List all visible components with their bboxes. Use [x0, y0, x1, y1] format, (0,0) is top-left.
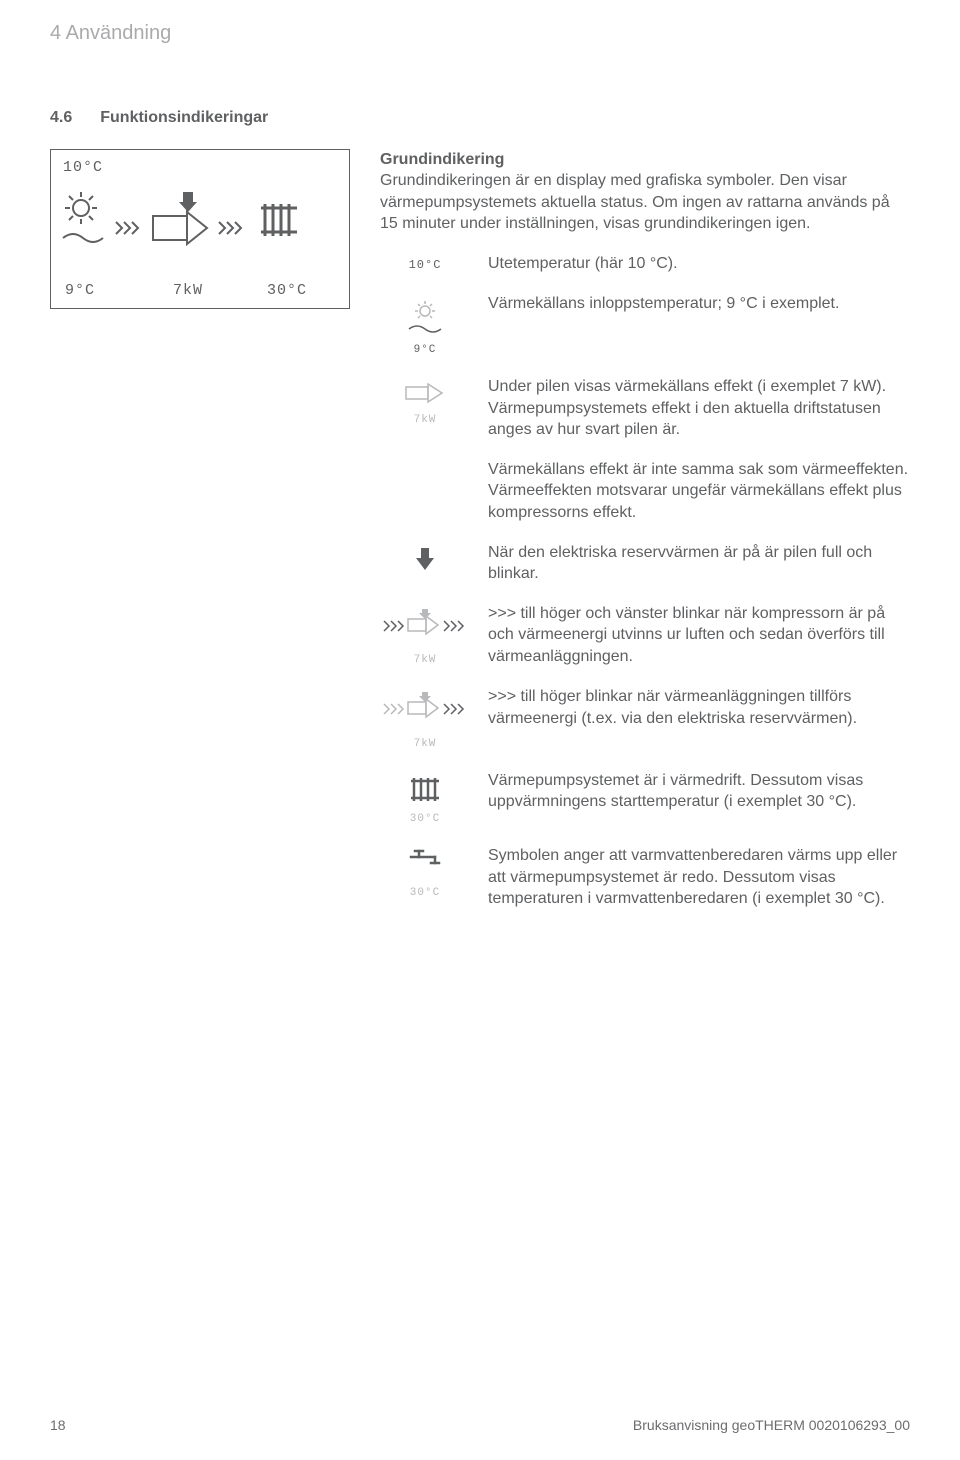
- doc-id: Bruksanvisning geoTHERM 0020106293_00: [633, 1416, 910, 1435]
- section-title: Funktionsindikeringar: [100, 107, 268, 129]
- legend-label: 10°C: [380, 257, 470, 273]
- arrow-right-icon: [400, 380, 450, 406]
- page-footer: 18 Bruksanvisning geoTHERM 0020106293_00: [50, 1416, 910, 1435]
- legend-row-compressor: 7kW >>> till höger och vänster blinkar n…: [380, 603, 910, 668]
- legend-row-right-only: 7kW >>> till höger blinkar när värmeanlä…: [380, 686, 910, 751]
- compressor-both-icon: [382, 607, 468, 647]
- page-number: 18: [50, 1416, 66, 1435]
- sun-wave-icon: [401, 297, 449, 337]
- legend-text: Värmekällans inloppstemperatur; 9 °C i e…: [488, 293, 910, 315]
- compressor-right-icon: [382, 690, 468, 730]
- legend-label: 30°C: [380, 886, 470, 901]
- chapter-header: 4 Användning: [50, 20, 910, 47]
- tap-icon: [405, 849, 445, 879]
- legend-text: Värmepumpsystemet är i värmedrift. Dessu…: [488, 770, 910, 813]
- display-inlet-temp: 9°C: [65, 281, 95, 301]
- section-title-row: 4.6 Funktionsindikeringar: [50, 107, 910, 129]
- legend-row-outdoor: 10°C Utetemperatur (här 10 °C).: [380, 253, 910, 275]
- legend-row-note: Värmekällans effekt är inte samma sak so…: [380, 459, 910, 524]
- legend-label: 9°C: [380, 343, 470, 358]
- legend-text: Symbolen anger att varmvattenberedaren v…: [488, 845, 910, 910]
- legend-label: 7kW: [380, 737, 470, 752]
- section-number: 4.6: [50, 107, 72, 129]
- legend-row-power: 7kW Under pilen visas värmekällans effek…: [380, 376, 910, 441]
- radiator-icon: [405, 774, 445, 806]
- legend-label: 7kW: [380, 413, 470, 428]
- display-outdoor-temp: 10°C: [63, 158, 103, 178]
- legend-row-inlet: 9°C Värmekällans inloppstemperatur; 9 °C…: [380, 293, 910, 358]
- legend-label: 30°C: [380, 812, 470, 827]
- display-power: 7kW: [173, 281, 203, 301]
- display-flow-temp: 30°C: [267, 281, 307, 301]
- legend-text: >>> till höger blinkar när värmeanläggni…: [488, 686, 910, 729]
- intro-heading: Grundindikering: [380, 149, 910, 171]
- intro-block: Grundindikering Grundindikeringen är en …: [380, 149, 910, 235]
- legend-text: Värmekällans effekt är inte samma sak so…: [488, 459, 910, 524]
- display-panel: 10°C: [50, 149, 350, 309]
- legend-label: 7kW: [380, 653, 470, 668]
- legend-row-dhw: 30°C Symbolen anger att varmvattenbereda…: [380, 845, 910, 910]
- arrow-down-solid-icon: [412, 546, 438, 572]
- legend-row-heating: 30°C Värmepumpsystemet är i värmedrift. …: [380, 770, 910, 827]
- legend-text: >>> till höger och vänster blinkar när k…: [488, 603, 910, 668]
- legend-text: Utetemperatur (här 10 °C).: [488, 253, 910, 275]
- legend-text: När den elektriska reservvärmen är på är…: [488, 542, 910, 585]
- legend-row-reserve: När den elektriska reservvärmen är på är…: [380, 542, 910, 585]
- legend-text: Under pilen visas värmekällans effekt (i…: [488, 376, 910, 441]
- intro-paragraph: Grundindikeringen är en display med graf…: [380, 170, 910, 235]
